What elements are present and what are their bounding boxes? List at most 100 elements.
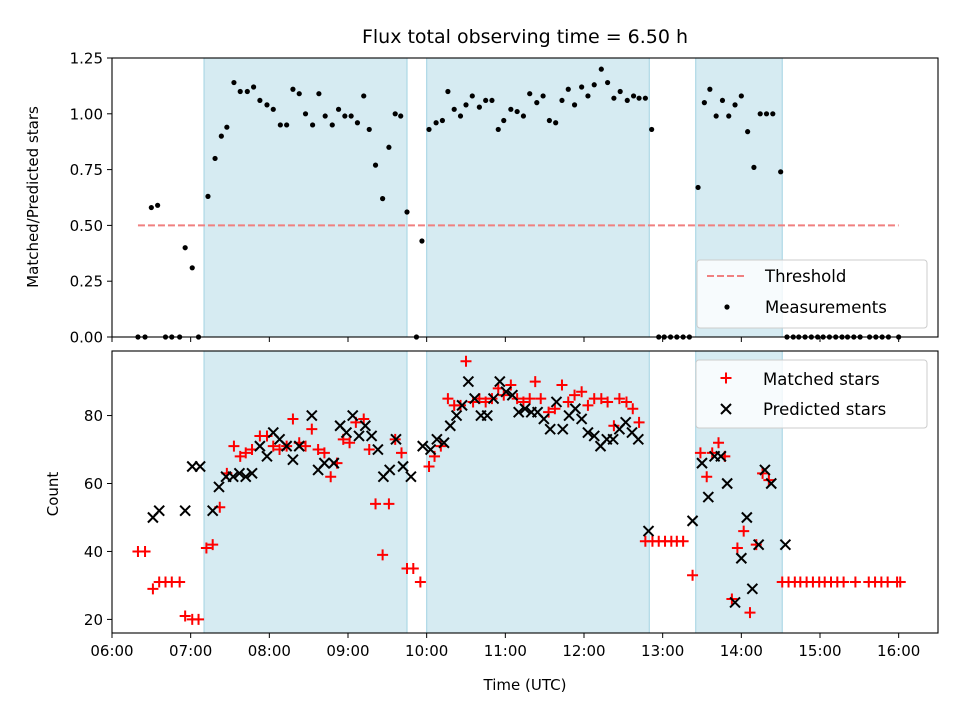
- predicted-stars-point: [715, 450, 727, 463]
- legend-threshold-label: Threshold: [764, 267, 846, 286]
- ratio-y-axis-label: Matched/Predicted stars: [24, 106, 42, 288]
- measurements-point: [439, 117, 445, 124]
- predicted-stars-point: [359, 420, 372, 432]
- predicted-stars-point: [179, 504, 191, 517]
- matched-stars-point: [731, 542, 743, 554]
- predicted-stars-point: [735, 552, 748, 564]
- measurements-point: [598, 66, 604, 72]
- matched-stars-point: [569, 389, 581, 401]
- measurements-point: [155, 202, 161, 208]
- predicted-stars-point: [318, 457, 331, 469]
- predicted-stars-point: [506, 389, 519, 401]
- measurements-point: [419, 238, 425, 244]
- measurements-point: [571, 102, 578, 108]
- x-tick-label: 11:00: [484, 642, 527, 660]
- predicted-stars-point: [642, 525, 655, 537]
- matched-stars-point: [633, 416, 645, 428]
- measurements-point: [501, 117, 507, 124]
- x-tick-label: 13:00: [641, 642, 684, 660]
- measurements-point: [270, 106, 276, 112]
- predicted-stars-point: [424, 443, 437, 456]
- ratio-y-tick-label: 1.25: [70, 50, 103, 68]
- predicted-stars-point: [353, 430, 365, 442]
- measurements-point: [520, 113, 527, 119]
- matched-stars-point: [460, 355, 472, 367]
- matched-stars-point: [325, 471, 337, 483]
- measurements-point: [148, 204, 154, 211]
- measurements-point: [495, 126, 501, 133]
- measurements-point: [237, 88, 243, 95]
- measurements-point: [642, 95, 648, 101]
- matched-stars-point: [179, 610, 191, 622]
- measurements-point: [469, 93, 475, 99]
- predicted-stars-point: [494, 375, 506, 388]
- predicted-stars-point: [306, 409, 318, 422]
- measurements-point: [483, 97, 489, 104]
- matched-stars-point: [414, 576, 426, 588]
- x-tick-label: 12:00: [562, 642, 605, 660]
- measurements-point: [649, 126, 655, 133]
- measurements-point: [361, 93, 367, 99]
- predicted-stars-point: [481, 409, 493, 422]
- measurements-point: [778, 169, 784, 175]
- measurements-point: [335, 106, 342, 112]
- matched-stars-point: [694, 447, 706, 459]
- measurements-point: [426, 126, 432, 133]
- matched-stars-point: [423, 461, 435, 473]
- matched-stars-point: [849, 576, 861, 588]
- measurements-point: [257, 97, 263, 104]
- matched-stars-point: [713, 437, 725, 449]
- predicted-stars-point: [607, 433, 619, 446]
- matched-stars-point: [234, 450, 246, 462]
- observing-window: [426, 58, 650, 337]
- measurements-point: [354, 120, 361, 126]
- predicted-stars-point: [194, 460, 206, 473]
- matched-stars-point: [602, 396, 614, 408]
- x-tick-label: 06:00: [90, 642, 133, 660]
- measurements-point: [738, 93, 744, 99]
- measurements-point: [366, 126, 372, 133]
- measurements-point: [732, 102, 738, 108]
- predicted-stars-point: [213, 481, 225, 493]
- predicted-stars-point: [233, 467, 246, 480]
- predicted-stars-point: [246, 467, 258, 480]
- matched-stars-point: [608, 420, 620, 432]
- matched-stars-point: [240, 447, 252, 459]
- measurements-point: [695, 184, 701, 191]
- measurements-point: [763, 111, 770, 117]
- predicted-stars-point: [431, 433, 443, 446]
- matched-stars-point: [377, 549, 389, 561]
- measurements-point: [463, 102, 469, 108]
- predicted-stars-point: [557, 423, 569, 435]
- predicted-stars-point: [462, 375, 475, 388]
- measurements-point: [244, 88, 250, 95]
- matched-stars-point: [300, 440, 312, 452]
- matched-stars-point: [370, 498, 382, 510]
- matched-stars-point: [383, 498, 395, 510]
- predicted-stars-point: [779, 538, 792, 551]
- measurements-point: [565, 86, 571, 92]
- predicted-stars-point: [746, 583, 759, 595]
- ratio-y-tick-label: 0.50: [70, 217, 103, 235]
- predicted-stars-point: [575, 413, 588, 425]
- legend-matched-swatch: [720, 372, 732, 384]
- measurements-point: [713, 113, 719, 119]
- measurements-point: [611, 95, 617, 101]
- predicted-stars-point: [588, 430, 600, 442]
- measurements-point: [579, 84, 585, 90]
- ratio-panel: 0.00 0.25 0.50 0.75 1.00 1.25 Threshold Measure…: [70, 50, 939, 347]
- predicted-stars-point: [729, 596, 741, 609]
- matched-stars-point: [562, 396, 574, 408]
- matched-stars-point: [543, 406, 555, 418]
- measurements-point: [392, 111, 398, 117]
- x-tick-label: 15:00: [798, 642, 841, 660]
- predicted-stars-point: [280, 440, 293, 452]
- predicted-stars-point: [417, 440, 429, 452]
- measurements-point: [489, 97, 495, 104]
- matched-stars-point: [620, 396, 632, 408]
- measurements-point: [348, 113, 354, 119]
- legend-matched-label: Matched stars: [763, 370, 880, 389]
- measurements-point: [617, 88, 623, 95]
- matched-stars-point: [139, 545, 151, 557]
